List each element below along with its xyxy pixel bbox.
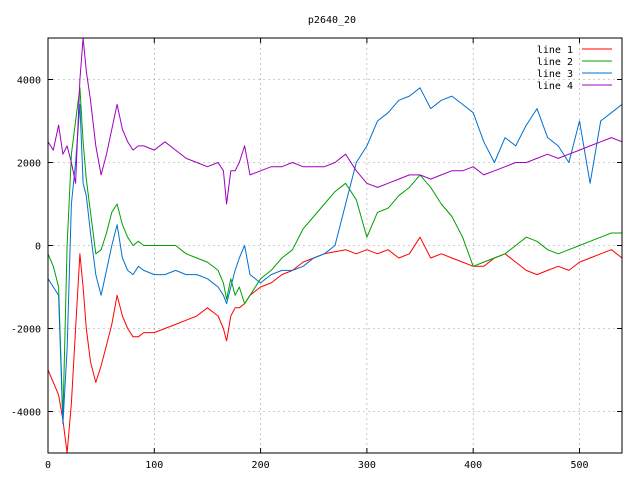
x-tick-labels: 0 100 200 300 400 500: [45, 460, 589, 471]
x-tick-label: 200: [252, 460, 270, 471]
axis-ticks: [47, 38, 622, 453]
series-line-3: [48, 87, 622, 425]
x-tick-label: 400: [464, 460, 482, 471]
y-tick-label: 4000: [17, 76, 41, 87]
series-line-2: [48, 87, 622, 421]
series-group: [48, 38, 622, 453]
series-line-1: [48, 236, 622, 453]
legend-label-1: line 1: [537, 45, 573, 56]
x-tick-label: 500: [570, 460, 588, 471]
series-line-4: [48, 38, 622, 205]
chart-title: p2640_20: [308, 15, 356, 26]
y-tick-label: 0: [35, 242, 41, 253]
y-tick-labels: -4000 -2000 0 2000 4000: [11, 76, 41, 419]
legend-label-3: line 3: [537, 69, 573, 80]
x-tick-label: 300: [358, 460, 376, 471]
y-tick-label: -4000: [11, 408, 41, 419]
legend-label-2: line 2: [537, 57, 573, 68]
y-tick-label: 2000: [17, 159, 41, 170]
y-tick-label: -2000: [11, 325, 41, 336]
x-tick-label: 100: [145, 460, 163, 471]
legend-label-4: line 4: [537, 81, 573, 92]
x-tick-label: 0: [45, 460, 51, 471]
